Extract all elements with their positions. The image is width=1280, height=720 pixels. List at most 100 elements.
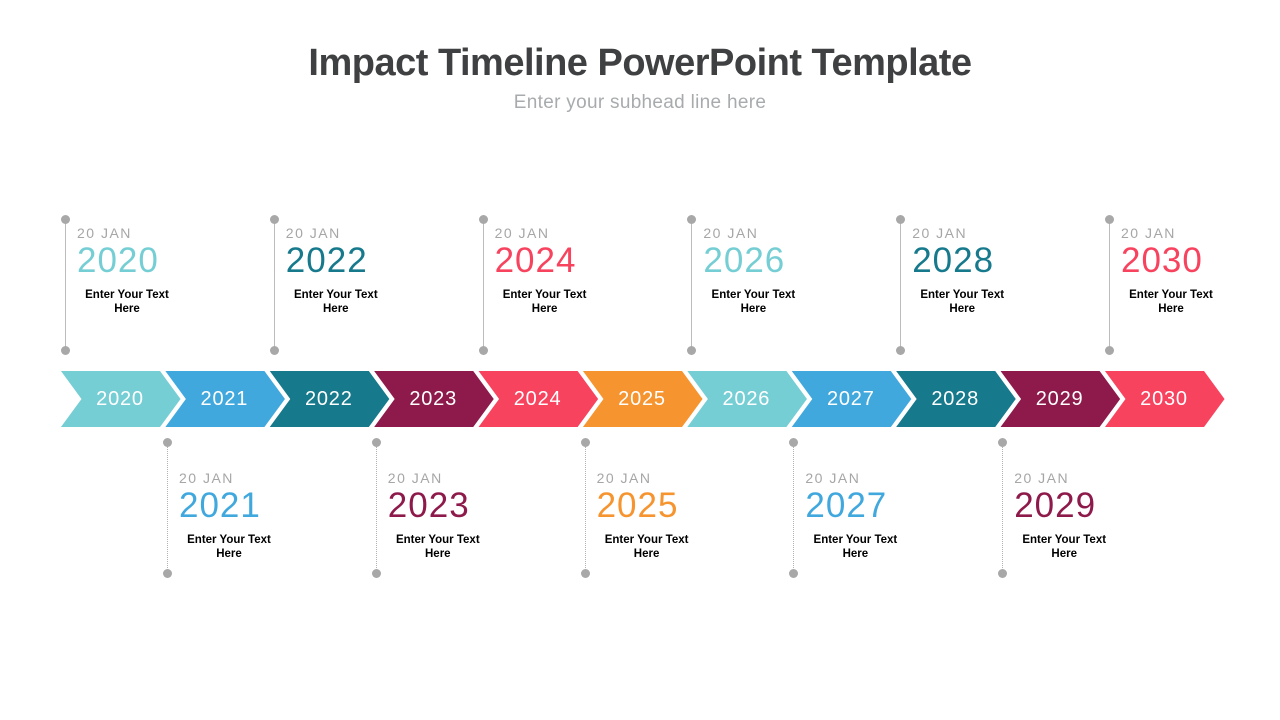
callout-date: 20 JAN	[494, 225, 550, 241]
connector-dot-icon	[61, 215, 70, 224]
timeline-chevron-2030[interactable]	[1098, 369, 1230, 429]
callout-date: 20 JAN	[285, 225, 341, 241]
callout-date: 20 JAN	[912, 225, 968, 241]
timeline-chevron-2027[interactable]	[785, 369, 917, 429]
connector-dot-icon	[478, 346, 488, 355]
callout-content: 20 JAN 2020 Enter Your Text Here	[77, 215, 189, 316]
timeline-chevron-2024[interactable]	[472, 369, 604, 429]
callout-placeholder-text[interactable]: Enter Your Text Here	[1022, 534, 1107, 560]
callout-connector-line	[482, 221, 484, 349]
callout-date: 20 JAN	[179, 470, 234, 486]
callout-placeholder-text[interactable]: Enter Your Text Here	[813, 534, 898, 560]
timeline-chevron-2023[interactable]	[367, 369, 499, 429]
timeline-callout-2020[interactable]: 20 JAN 2020 Enter Your Text Here	[61, 215, 189, 355]
callout-content: 20 JAN 2028 Enter Your Text Here	[912, 215, 1024, 316]
callout-connector-line	[584, 444, 586, 572]
callout-connector-line	[1109, 221, 1110, 349]
callout-connector-line	[167, 444, 168, 572]
connector-dot-icon	[580, 438, 590, 447]
timeline-chevron-2022[interactable]	[263, 369, 395, 429]
callout-year: 2027	[805, 486, 888, 525]
callout-year: 2020	[77, 241, 159, 280]
callout-placeholder-text[interactable]: Enter Your Text Here	[395, 534, 480, 560]
callout-year: 2028	[912, 241, 995, 280]
timeline-callout-2024[interactable]: 20 JAN 2024 Enter Your Text Here	[478, 215, 607, 355]
timeline-callout-2025[interactable]: 20 JAN 2025 Enter Your Text Here	[580, 438, 709, 578]
timeline-callout-2026[interactable]: 20 JAN 2026 Enter Your Text Here	[687, 215, 815, 355]
slide-title: Impact Timeline PowerPoint Template	[308, 42, 972, 84]
callout-connector-line	[900, 221, 902, 349]
callout-year: 2025	[596, 486, 679, 525]
callout-date: 20 JAN	[805, 470, 861, 486]
connector-dot-icon	[998, 569, 1008, 578]
timeline-callout-2029[interactable]: 20 JAN 2029 Enter Your Text Here	[998, 438, 1126, 578]
timeline-chevron-2020[interactable]	[54, 369, 186, 429]
connector-dot-icon	[163, 438, 172, 447]
connector-dot-icon	[789, 438, 799, 447]
callout-date: 20 JAN	[1121, 225, 1176, 241]
callout-content: 20 JAN 2029 Enter Your Text Here	[1014, 438, 1126, 561]
callout-year: 2021	[179, 486, 261, 525]
connector-dot-icon	[998, 438, 1008, 447]
timeline-arrow-band	[54, 369, 1230, 429]
connector-dot-icon	[163, 569, 172, 578]
callout-content: 20 JAN 2030 Enter Your Text Here	[1121, 215, 1233, 316]
callout-date: 20 JAN	[387, 470, 443, 486]
timeline-callout-2021[interactable]: 20 JAN 2021 Enter Your Text Here	[163, 438, 291, 578]
connector-dot-icon	[687, 215, 697, 224]
callout-content: 20 JAN 2023 Enter Your Text Here	[388, 438, 500, 561]
timeline-callout-2030[interactable]: 20 JAN 2030 Enter Your Text Here	[1105, 215, 1233, 355]
callout-year: 2030	[1121, 241, 1203, 280]
callout-placeholder-text[interactable]: Enter Your Text Here	[604, 534, 689, 560]
timeline-callout-2027[interactable]: 20 JAN 2027 Enter Your Text Here	[789, 438, 917, 578]
connector-dot-icon	[371, 438, 381, 447]
connector-dot-icon	[580, 569, 590, 578]
connector-dot-icon	[371, 569, 381, 578]
callout-content: 20 JAN 2022 Enter Your Text Here	[286, 215, 398, 316]
timeline-callout-2023[interactable]: 20 JAN 2023 Enter Your Text Here	[371, 438, 500, 578]
connector-dot-icon	[896, 346, 906, 355]
timeline-callout-2022[interactable]: 20 JAN 2022 Enter Your Text Here	[269, 215, 398, 355]
callout-year: 2029	[1014, 486, 1097, 525]
callout-placeholder-text[interactable]: Enter Your Text Here	[293, 289, 378, 315]
callout-connector-line	[691, 221, 693, 349]
connector-dot-icon	[1105, 346, 1114, 355]
connector-dot-icon	[61, 346, 70, 355]
callout-placeholder-text[interactable]: Enter Your Text Here	[187, 534, 271, 560]
timeline-chevron-2025[interactable]	[576, 369, 708, 429]
callout-connector-line	[793, 444, 795, 572]
connector-dot-icon	[478, 215, 488, 224]
callout-content: 20 JAN 2025 Enter Your Text Here	[597, 438, 709, 561]
callout-year: 2022	[285, 241, 368, 280]
callout-placeholder-text[interactable]: Enter Your Text Here	[711, 289, 796, 315]
timeline-chevron-2028[interactable]	[889, 369, 1021, 429]
callout-placeholder-text[interactable]: Enter Your Text Here	[1129, 289, 1213, 315]
callout-connector-line	[65, 221, 66, 349]
callout-content: 20 JAN 2027 Enter Your Text Here	[805, 438, 917, 561]
callout-date: 20 JAN	[1014, 470, 1070, 486]
callout-date: 20 JAN	[703, 225, 759, 241]
timeline-callout-2028[interactable]: 20 JAN 2028 Enter Your Text Here	[896, 215, 1024, 355]
callout-content: 20 JAN 2024 Enter Your Text Here	[495, 215, 607, 316]
timeline-chevron-2021[interactable]	[158, 369, 290, 429]
connector-dot-icon	[687, 346, 697, 355]
timeline-chevron-2026[interactable]	[680, 369, 812, 429]
callout-year: 2026	[703, 241, 786, 280]
callout-placeholder-text[interactable]: Enter Your Text Here	[920, 289, 1005, 315]
connector-dot-icon	[269, 215, 279, 224]
connector-dot-icon	[269, 346, 279, 355]
timeline-chevron-2029[interactable]	[994, 369, 1126, 429]
connector-dot-icon	[1105, 215, 1114, 224]
callout-placeholder-text[interactable]: Enter Your Text Here	[502, 289, 587, 315]
slide-subtitle-placeholder[interactable]: Enter your subhead line here	[513, 92, 767, 113]
callout-date: 20 JAN	[596, 470, 652, 486]
callout-year: 2023	[387, 486, 470, 525]
callout-connector-line	[1002, 444, 1004, 572]
callout-connector-line	[273, 221, 275, 349]
callout-year: 2024	[494, 241, 577, 280]
callout-content: 20 JAN 2021 Enter Your Text Here	[179, 438, 291, 561]
callout-connector-line	[375, 444, 377, 572]
callout-placeholder-text[interactable]: Enter Your Text Here	[85, 289, 169, 315]
connector-dot-icon	[896, 215, 906, 224]
